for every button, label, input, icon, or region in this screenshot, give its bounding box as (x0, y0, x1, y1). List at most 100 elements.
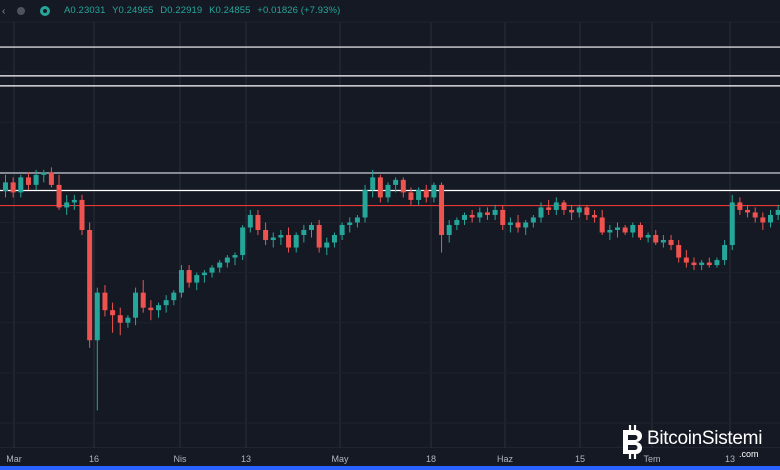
candle (48, 172, 54, 185)
visibility-icon[interactable] (17, 7, 25, 15)
candle (64, 202, 70, 208)
x-tick-label: 18 (426, 454, 436, 464)
series-status-icon (40, 6, 50, 16)
candle (775, 209, 780, 215)
candle (416, 189, 422, 200)
candle (102, 292, 108, 311)
candle (500, 209, 506, 225)
candle (293, 235, 299, 248)
candle (752, 212, 758, 218)
candle (324, 242, 330, 248)
ohlc-change: +0.01826 (+7.93%) (257, 5, 341, 16)
candle (71, 199, 77, 203)
candle (156, 305, 161, 311)
candle (630, 224, 636, 233)
candle (729, 202, 735, 246)
ohlc-low: D0.22919 (160, 5, 203, 16)
candle (599, 217, 605, 233)
candle (699, 262, 705, 266)
candle (607, 229, 613, 233)
candle (615, 227, 620, 230)
candle (87, 229, 93, 341)
candle (255, 214, 261, 230)
candle (408, 192, 414, 200)
candle (507, 222, 513, 225)
candle (217, 262, 223, 268)
x-tick-label: Haz (497, 454, 514, 464)
x-axis-bg (0, 448, 780, 470)
candle (110, 310, 116, 316)
candle (477, 212, 483, 218)
candle (423, 189, 429, 198)
ohlc-open: A0.23031 (64, 5, 106, 16)
candle (117, 315, 123, 323)
candle (653, 235, 659, 243)
candle (316, 224, 322, 248)
ohlc-legend: A0.23031 Y0.24965 D0.22919 K0.24855 +0.0… (64, 5, 344, 16)
candle (431, 184, 437, 198)
candle (553, 202, 559, 210)
candle (354, 217, 360, 223)
chevron-icon[interactable]: ‹ (2, 6, 6, 17)
candle (393, 179, 399, 185)
candle (25, 177, 31, 185)
candle (446, 224, 452, 235)
watermark-suffix: .com (739, 449, 759, 459)
candle (79, 199, 85, 230)
x-tick-label: 16 (89, 454, 99, 464)
candle (148, 307, 154, 311)
candle (737, 202, 743, 210)
candle (400, 179, 406, 193)
candle (347, 222, 353, 225)
candle (484, 212, 490, 215)
candle (622, 227, 628, 233)
candle (41, 172, 47, 175)
candle (592, 214, 598, 218)
ohlc-high: Y0.24965 (112, 5, 154, 16)
candle (439, 184, 445, 235)
candle (362, 189, 368, 218)
candle (385, 184, 391, 198)
candle (760, 217, 766, 223)
candle (10, 182, 16, 193)
x-tick-label: 15 (575, 454, 585, 464)
candle (232, 255, 238, 258)
candle (469, 214, 475, 218)
candle (240, 227, 246, 256)
candle (3, 182, 8, 192)
candle (171, 292, 177, 301)
candle (309, 224, 314, 230)
candle (576, 207, 582, 213)
bitcoin-logo-icon (623, 425, 642, 459)
x-tick-label: 13 (725, 454, 735, 464)
candle (133, 292, 139, 318)
candle (286, 235, 292, 248)
candle (714, 260, 720, 266)
x-tick-label: Mar (6, 454, 22, 464)
candle (569, 209, 575, 213)
chart-header: ‹ A0.23031 Y0.24965 D0.22919 K0.24855 +0… (0, 0, 780, 22)
candle (140, 292, 146, 308)
candle (645, 235, 651, 238)
candle (33, 174, 39, 185)
candle (209, 267, 215, 273)
candle (668, 240, 674, 246)
candle (56, 184, 62, 208)
candle (263, 229, 269, 241)
candle (523, 222, 529, 228)
candle (462, 214, 467, 220)
candle (561, 202, 567, 210)
x-tick-label: Nis (174, 454, 187, 464)
watermark-text: BitcoinSistemi (647, 428, 763, 449)
candle (270, 237, 276, 241)
candle (768, 214, 773, 223)
candle (370, 177, 376, 190)
candle (492, 209, 498, 215)
candle (660, 240, 666, 243)
candle (637, 224, 643, 238)
candle (683, 257, 689, 263)
candle (515, 222, 521, 228)
candle (94, 292, 100, 341)
candle (546, 207, 552, 210)
